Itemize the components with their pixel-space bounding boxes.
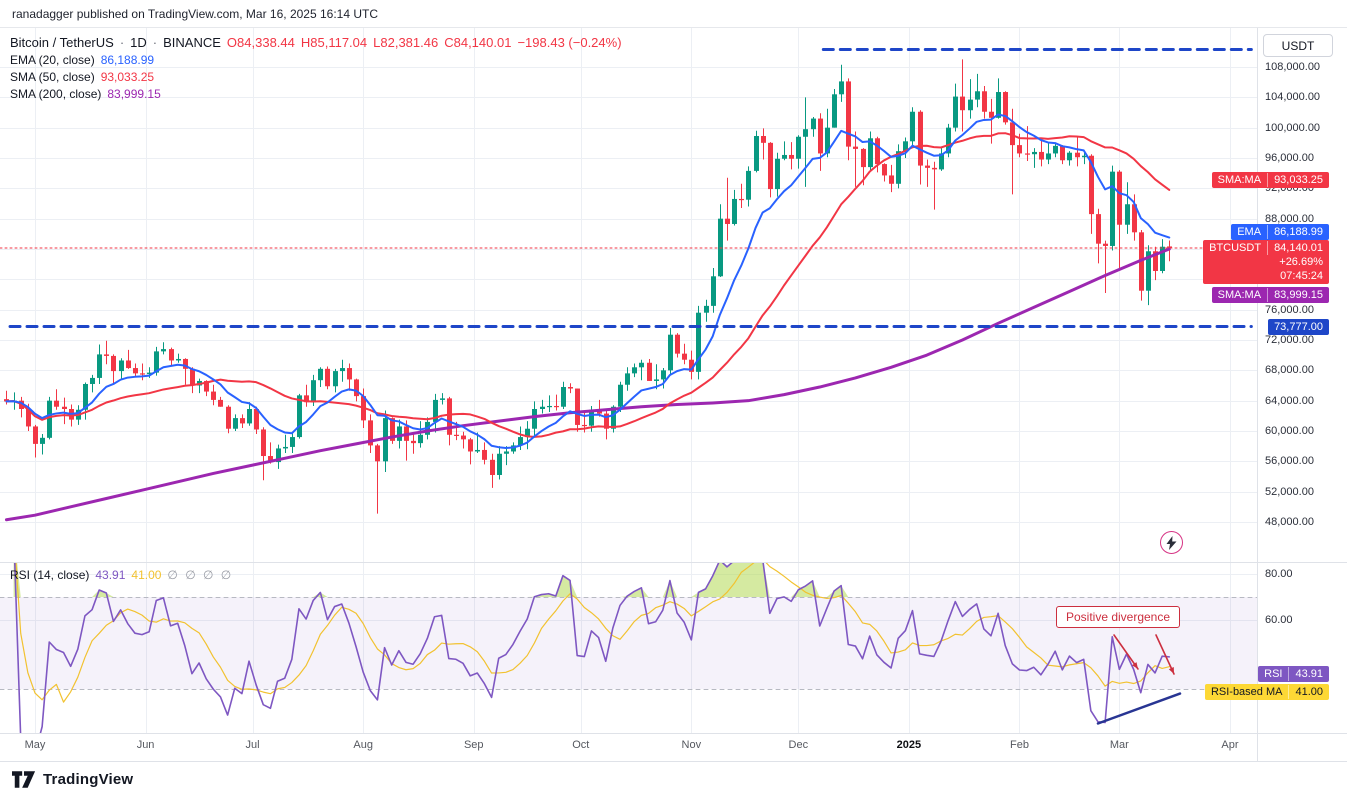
price-tag-level: 73,777.00 xyxy=(1268,318,1329,335)
footer: TradingView xyxy=(0,761,1347,796)
ohlc-low: L82,381.46 xyxy=(373,35,439,50)
price-tick-label: 56,000.00 xyxy=(1265,455,1314,468)
indicator-row-sma50[interactable]: SMA (50, close) 93,033.25 xyxy=(10,68,622,85)
separator: · xyxy=(119,35,125,50)
indicator-value: 83,999.15 xyxy=(107,86,161,101)
price-tick-label: 76,000.00 xyxy=(1265,303,1314,316)
price-chart-canvas[interactable] xyxy=(0,28,1257,761)
ohlc-high: H85,117.04 xyxy=(300,35,368,50)
indicator-label: EMA (20, close) xyxy=(10,52,95,67)
ohlc-change: −198.43 (−0.24%) xyxy=(517,35,622,50)
time-axis-label: 2025 xyxy=(896,739,922,751)
indicator-row-sma200[interactable]: SMA (200, close) 83,999.15 xyxy=(10,85,622,102)
time-axis-label: Aug xyxy=(353,739,373,751)
interval-label: 1D xyxy=(130,35,147,50)
published-text: ranadagger published on TradingView.com,… xyxy=(12,6,379,21)
rsi-tag-rsi_ma: RSI-based MA 41.00 xyxy=(1204,683,1329,700)
positive-divergence-annotation: Positive divergence xyxy=(1056,606,1180,628)
time-axis-label: Jul xyxy=(245,739,260,751)
time-axis-label: Apr xyxy=(1221,739,1239,751)
time-axis-separator xyxy=(0,733,1347,734)
indicator-row-ema[interactable]: EMA (20, close) 86,188.99 xyxy=(10,51,622,68)
price-tick-label: 60,000.00 xyxy=(1265,425,1314,437)
price-tick-label: 88,000.00 xyxy=(1265,212,1314,225)
time-axis-label: Feb xyxy=(1010,739,1029,751)
time-axis-label: Jun xyxy=(136,739,155,751)
published-bar: ranadagger published on TradingView.com,… xyxy=(0,0,1347,28)
time-axis-label: May xyxy=(24,739,46,751)
indicator-value: 93,033.25 xyxy=(100,69,155,84)
tradingview-logo-icon[interactable] xyxy=(12,770,36,788)
price-tick-label: 68,000.00 xyxy=(1265,364,1314,377)
indicator-value: 86,188.99 xyxy=(100,52,155,67)
rsi-legend-row[interactable]: RSI (14, close) 43.91 41.00 ∅ ∅ ∅ ∅ xyxy=(10,566,233,583)
price-tick-label: 52,000.00 xyxy=(1265,485,1314,498)
chart-region: Bitcoin / TetherUS · 1D · BINANCE O84,33… xyxy=(0,28,1347,761)
time-axis-label: Sep xyxy=(463,739,484,751)
time-axis-label: Nov xyxy=(681,739,702,751)
price-tick-label: 108,000.00 xyxy=(1265,61,1321,73)
brand-name[interactable]: TradingView xyxy=(43,770,134,788)
ohlc-open: O84,338.44 xyxy=(226,35,295,50)
price-tag-btcusdt: BTCUSDT 84,140.01 +26.69% 07:45:24 xyxy=(1203,239,1329,284)
separator: · xyxy=(152,35,158,50)
indicator-label: SMA (200, close) xyxy=(10,86,102,101)
price-tag-ema20: EMA 86,188.99 xyxy=(1231,224,1329,241)
rsi-legend: RSI (14, close) 43.91 41.00 ∅ ∅ ∅ ∅ xyxy=(10,566,233,583)
rsi-tick-label: 80.00 xyxy=(1265,568,1293,580)
price-tick-label: 64,000.00 xyxy=(1265,394,1314,407)
rsi-label: RSI (14, close) xyxy=(10,567,90,582)
time-axis-label: Oct xyxy=(572,739,590,751)
price-tick-label: 104,000.00 xyxy=(1265,91,1321,104)
price-scale[interactable]: USDT 108,000.00 104,000.00 100,000.00 96,00… xyxy=(1257,28,1347,761)
boost-lightning-icon[interactable] xyxy=(1160,531,1183,554)
time-axis-label: Dec xyxy=(788,739,809,751)
rsi-empty-slots: ∅ ∅ ∅ ∅ xyxy=(167,567,234,582)
ohlc-close: C84,140.01 xyxy=(444,35,512,50)
pane-separator[interactable] xyxy=(0,562,1347,563)
price-tick-label: 96,000.00 xyxy=(1265,152,1314,164)
indicator-label: SMA (50, close) xyxy=(10,69,95,84)
exchange-label: BINANCE xyxy=(163,35,221,50)
symbol-row[interactable]: Bitcoin / TetherUS · 1D · BINANCE O84,33… xyxy=(10,34,622,51)
symbol-name: Bitcoin / TetherUS xyxy=(10,35,114,50)
currency-unit-button[interactable]: USDT xyxy=(1263,34,1333,57)
price-tag-sma200: SMA:MA 83,999.15 xyxy=(1211,287,1329,303)
price-tick-label: 72,000.00 xyxy=(1265,334,1314,346)
rsi-ma-value: 41.00 xyxy=(131,567,162,582)
rsi-value: 43.91 xyxy=(95,567,126,582)
price-tick-label: 48,000.00 xyxy=(1265,516,1314,528)
price-tag-sma50: SMA:MA 93,033.25 xyxy=(1211,172,1329,189)
price-tick-label: 100,000.00 xyxy=(1265,121,1321,134)
lightning-bolt-icon xyxy=(1166,535,1177,550)
time-axis-label: Mar xyxy=(1109,739,1129,751)
rsi-tag-rsi: RSI 43.91 xyxy=(1258,666,1329,682)
chart-legend: Bitcoin / TetherUS · 1D · BINANCE O84,33… xyxy=(10,34,622,102)
rsi-tick-label: 60.00 xyxy=(1265,614,1293,626)
